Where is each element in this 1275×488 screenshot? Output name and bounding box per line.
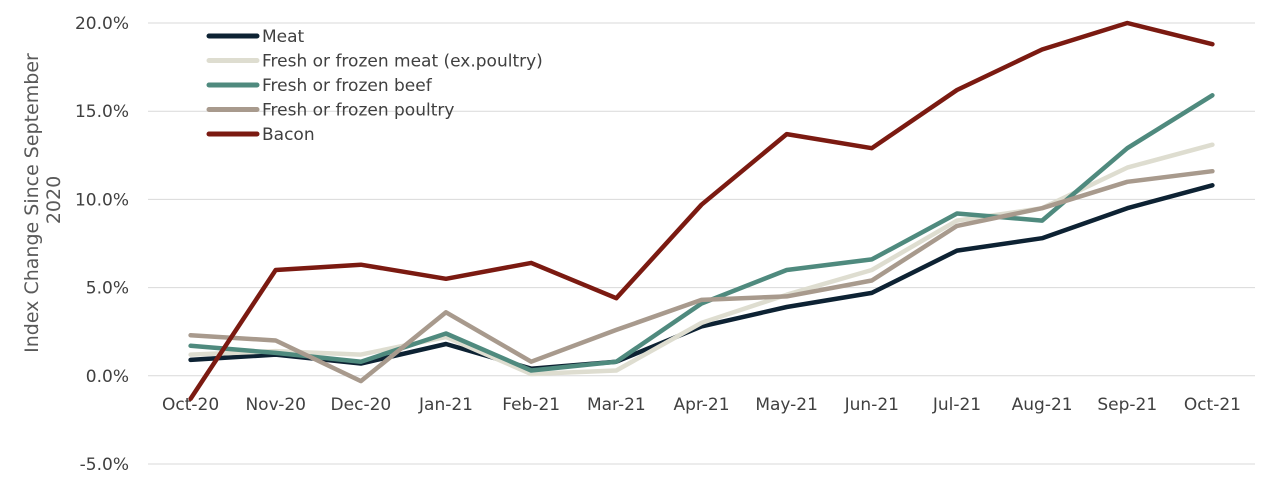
legend-label: Bacon bbox=[262, 125, 315, 145]
y-tick-label: 15.0% bbox=[75, 102, 129, 122]
x-tick-label: Jul-21 bbox=[932, 395, 981, 415]
series-line-2 bbox=[188, 93, 1215, 373]
y-tick-label: 5.0% bbox=[86, 279, 129, 299]
y-axis-label-line-2: 2020 bbox=[43, 176, 65, 224]
legend-label: Meat bbox=[262, 27, 305, 47]
legend-label: Fresh or frozen meat (ex.poultry) bbox=[262, 52, 543, 72]
gridlines bbox=[148, 22, 1255, 465]
y-axis-label-line-1: Index Change Since September bbox=[21, 53, 43, 353]
x-tick-label: Aug-21 bbox=[1012, 395, 1073, 415]
x-tick-label: Dec-20 bbox=[331, 395, 392, 415]
series-line-4 bbox=[188, 20, 1215, 401]
series-lines bbox=[188, 20, 1215, 401]
x-tick-label: May-21 bbox=[755, 395, 818, 415]
x-tick-label: Jun-21 bbox=[844, 395, 899, 415]
y-tick-label: 10.0% bbox=[75, 190, 129, 210]
legend-label: Fresh or frozen beef bbox=[262, 76, 433, 96]
series-line-1 bbox=[188, 142, 1215, 377]
y-axis-label: Index Change Since September 2020 bbox=[21, 47, 65, 353]
y-axis-ticks: -5.0% 0.0% 5.0% 10.0% 15.0% 20.0% bbox=[75, 14, 129, 475]
series-line-3 bbox=[188, 168, 1215, 384]
x-tick-label: Apr-21 bbox=[673, 395, 729, 415]
x-tick-label: Oct-20 bbox=[162, 395, 219, 415]
y-tick-label: -5.0% bbox=[80, 455, 129, 475]
series-line-0 bbox=[188, 183, 1215, 371]
legend-label: Fresh or frozen poultry bbox=[262, 101, 454, 121]
y-tick-label: 0.0% bbox=[86, 367, 129, 387]
x-axis-ticks: Oct-20 Nov-20 Dec-20 Jan-21 Feb-21 Mar-21 Apr-… bbox=[162, 395, 1241, 415]
x-tick-label: Mar-21 bbox=[587, 395, 646, 415]
y-tick-label: 20.0% bbox=[75, 14, 129, 34]
x-tick-label: Sep-21 bbox=[1097, 395, 1157, 415]
x-tick-label: Nov-20 bbox=[245, 395, 306, 415]
x-tick-label: Feb-21 bbox=[502, 395, 560, 415]
x-tick-label: Jan-21 bbox=[418, 395, 473, 415]
legend: Meat Fresh or frozen meat (ex.poultry) Fre… bbox=[206, 27, 543, 145]
x-tick-label: Oct-21 bbox=[1184, 395, 1241, 415]
